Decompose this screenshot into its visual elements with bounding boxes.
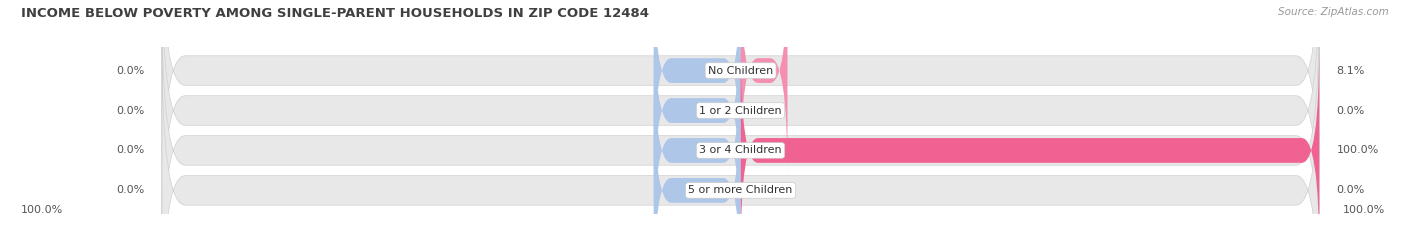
Text: 3 or 4 Children: 3 or 4 Children: [699, 145, 782, 155]
Text: 8.1%: 8.1%: [1337, 65, 1365, 75]
FancyBboxPatch shape: [162, 45, 1319, 233]
Text: 0.0%: 0.0%: [117, 65, 145, 75]
FancyBboxPatch shape: [162, 0, 1319, 233]
Text: 5 or more Children: 5 or more Children: [689, 185, 793, 195]
FancyBboxPatch shape: [741, 0, 787, 178]
FancyBboxPatch shape: [654, 43, 741, 233]
Text: 100.0%: 100.0%: [1337, 145, 1379, 155]
Text: 1 or 2 Children: 1 or 2 Children: [699, 106, 782, 116]
Text: 0.0%: 0.0%: [117, 106, 145, 116]
Text: 0.0%: 0.0%: [117, 145, 145, 155]
FancyBboxPatch shape: [162, 5, 1319, 233]
FancyBboxPatch shape: [654, 3, 741, 218]
Text: 0.0%: 0.0%: [117, 185, 145, 195]
Text: 100.0%: 100.0%: [21, 205, 63, 215]
FancyBboxPatch shape: [741, 43, 1319, 233]
FancyBboxPatch shape: [654, 0, 741, 178]
Text: 0.0%: 0.0%: [1337, 106, 1365, 116]
Text: 100.0%: 100.0%: [1343, 205, 1385, 215]
Text: Source: ZipAtlas.com: Source: ZipAtlas.com: [1278, 7, 1389, 17]
FancyBboxPatch shape: [162, 0, 1319, 216]
FancyBboxPatch shape: [654, 83, 741, 233]
Text: INCOME BELOW POVERTY AMONG SINGLE-PARENT HOUSEHOLDS IN ZIP CODE 12484: INCOME BELOW POVERTY AMONG SINGLE-PARENT…: [21, 7, 650, 20]
Text: 0.0%: 0.0%: [1337, 185, 1365, 195]
Text: No Children: No Children: [709, 65, 773, 75]
